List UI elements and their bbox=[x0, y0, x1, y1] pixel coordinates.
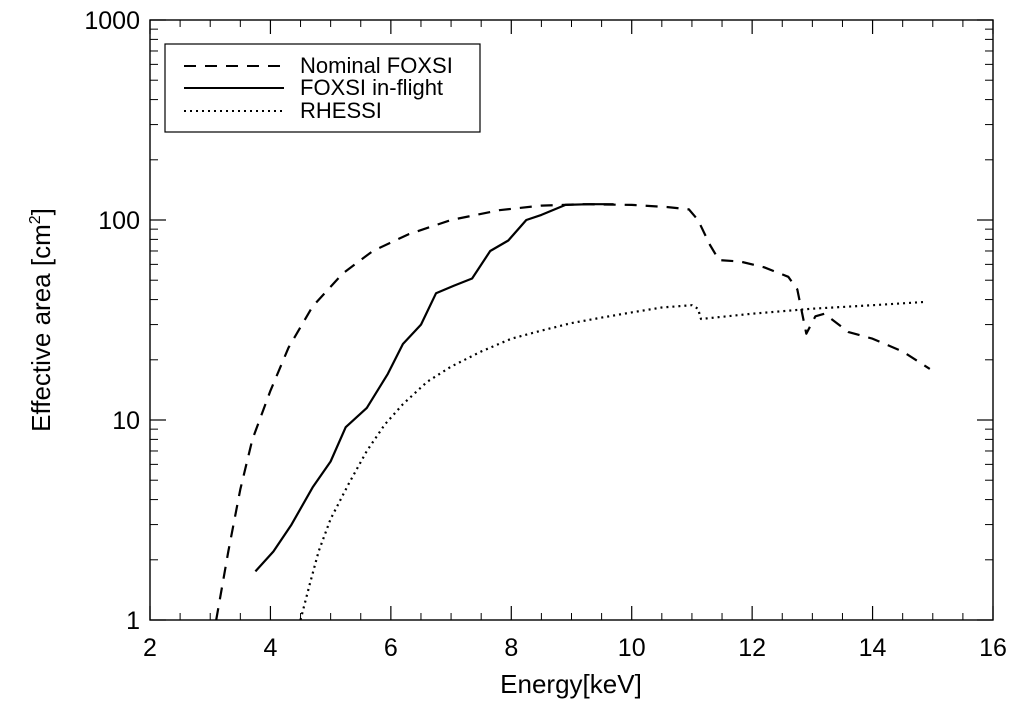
legend: Nominal FOXSI FOXSI in-flight RHESSI bbox=[164, 43, 481, 133]
y-axis-title-end: ] bbox=[26, 208, 56, 215]
x-axis-title: Energy[keV] bbox=[500, 669, 642, 699]
x-tick-label: 12 bbox=[738, 634, 766, 662]
x-tick-label: 14 bbox=[859, 634, 887, 662]
series-line-rhessi bbox=[299, 300, 927, 621]
x-tick-label: 6 bbox=[384, 634, 398, 662]
major-ticks bbox=[149, 19, 994, 621]
x-tick-label: 16 bbox=[979, 634, 1007, 662]
x-tick-label: 8 bbox=[504, 634, 518, 662]
series-lines bbox=[215, 203, 931, 621]
y-tick-label: 100 bbox=[98, 207, 140, 235]
x-tick-labels: 2 4 6 8 10 12 14 16 bbox=[143, 634, 1007, 662]
y-axis-title-main: Effective area [cm bbox=[26, 224, 56, 432]
y-tick-label: 10 bbox=[112, 407, 140, 435]
legend-label-nominal-foxsi: Nominal FOXSI bbox=[300, 53, 453, 78]
x-tick-label: 4 bbox=[263, 634, 277, 662]
y-tick-label: 1 bbox=[126, 607, 140, 635]
x-tick-label: 2 bbox=[143, 634, 157, 662]
minor-ticks bbox=[150, 20, 993, 620]
legend-label-rhessi: RHESSI bbox=[300, 98, 382, 123]
legend-label-foxsi-in-flight: FOXSI in-flight bbox=[300, 75, 443, 100]
y-tick-labels: 1 10 100 1000 bbox=[84, 7, 140, 635]
x-tick-label: 10 bbox=[618, 634, 646, 662]
series-line-foxsi-in-flight bbox=[254, 203, 614, 573]
y-axis-title: Effective area [cm2] bbox=[26, 208, 56, 432]
y-tick-label: 1000 bbox=[84, 7, 140, 35]
y-axis-title-superscript: 2 bbox=[27, 215, 44, 224]
series-line-nominal-foxsi bbox=[215, 203, 931, 621]
